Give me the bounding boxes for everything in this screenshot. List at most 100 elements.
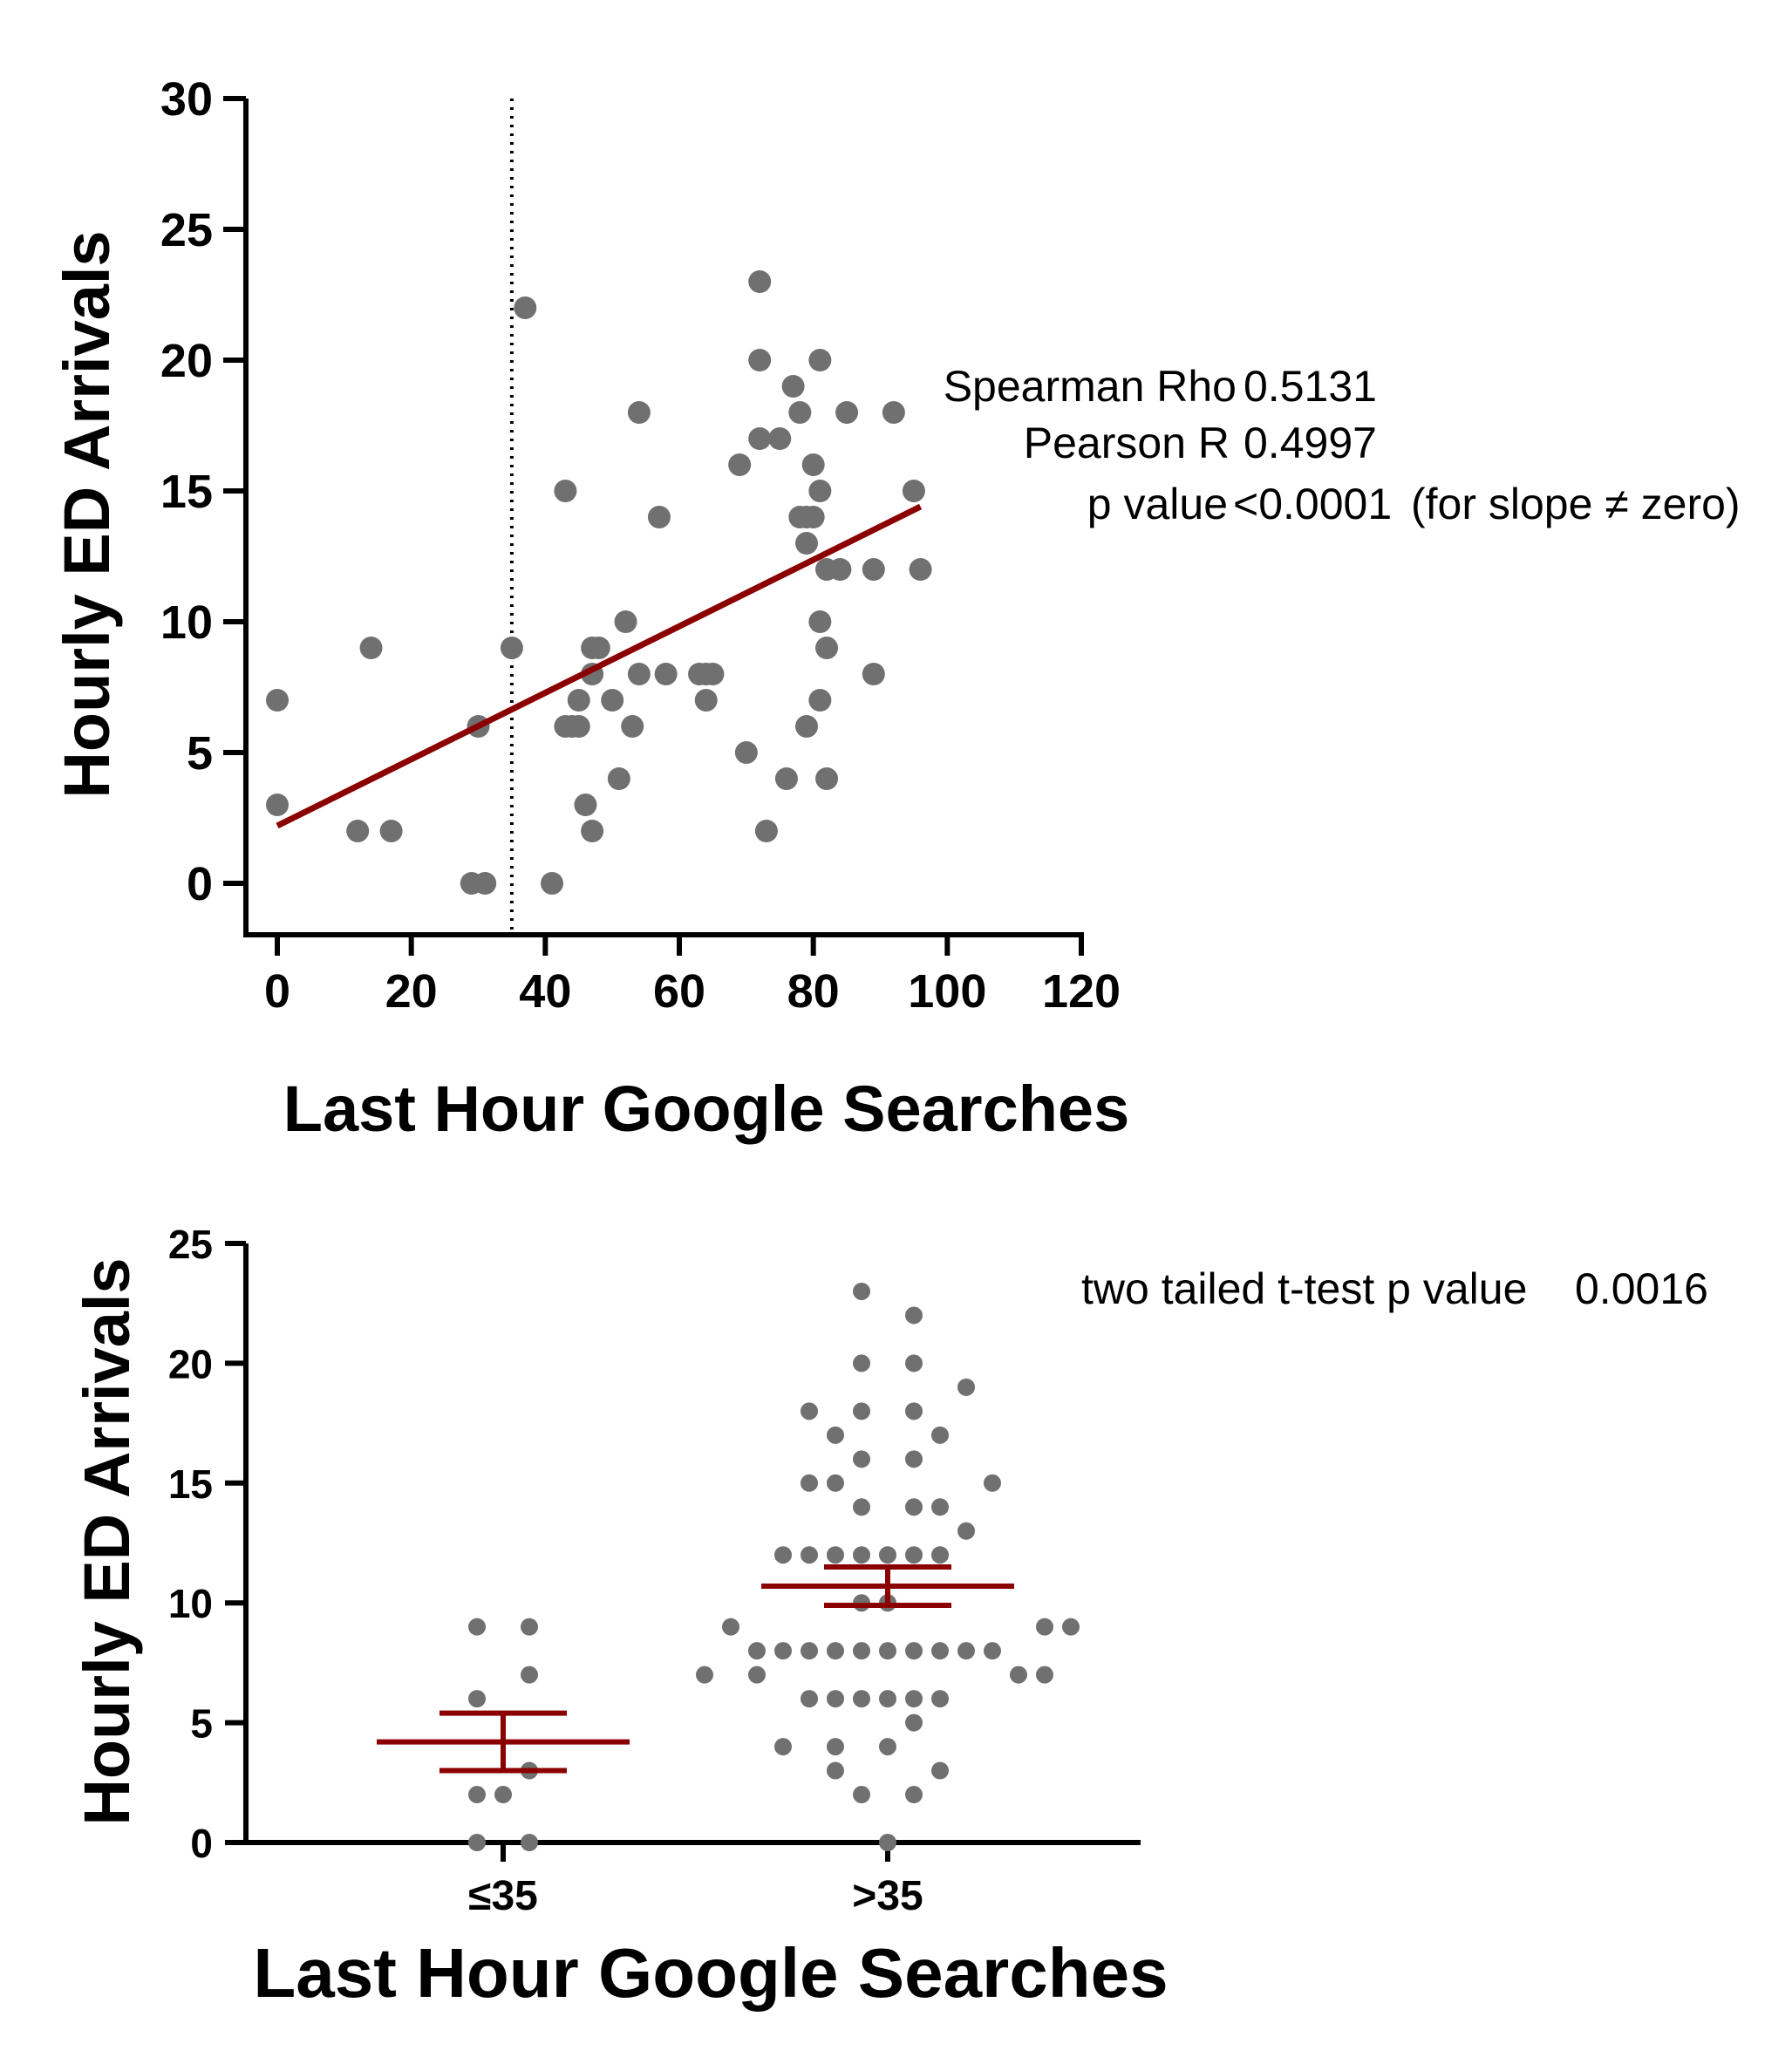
dot-point (905, 1642, 923, 1660)
scatter-point (768, 427, 792, 450)
dot-point (521, 1618, 538, 1636)
dot-point (931, 1690, 949, 1708)
dot-point (905, 1713, 923, 1732)
dot-plot-tick-labels: 0 5 10 15 20 25 ≤35 >35 (168, 1222, 923, 1919)
dot-point (468, 1786, 486, 1804)
dot-point (931, 1426, 949, 1444)
scatter-point (266, 794, 289, 816)
dot-point (853, 1498, 870, 1516)
dot-point (879, 1738, 896, 1756)
dot-point (853, 1786, 870, 1804)
scatter-point (647, 506, 671, 528)
scatter-point (808, 610, 832, 633)
pearson-label: Pearson R (1024, 419, 1230, 467)
scatter-point (801, 506, 825, 528)
scatter-chart: 0 5 10 15 20 25 30 0 20 40 60 80 100 120 Hourly ED Ar… (51, 73, 1741, 1145)
dot-point (879, 1546, 896, 1564)
scatter-point (627, 663, 651, 685)
scatter-point (728, 453, 752, 476)
dot-point (827, 1642, 844, 1660)
y-tick-label: 20 (160, 335, 213, 387)
scatter-point (346, 820, 370, 842)
dot-point (827, 1474, 844, 1492)
scatter-point (788, 401, 812, 424)
mean-sem-bars (377, 1563, 1014, 1774)
dot-point (801, 1546, 818, 1564)
scatter-point (748, 427, 772, 450)
scatter-point (359, 637, 383, 659)
dot-point (905, 1450, 923, 1468)
t-test-value: 0.0016 (1575, 1264, 1708, 1313)
dot-plot-chart: 0 5 10 15 20 25 ≤35 >35 Hourly ED Arrivals Last… (71, 1222, 1708, 2012)
scatter-point (574, 794, 597, 816)
scatter-point (909, 558, 932, 581)
scatter-point (774, 767, 798, 790)
dot-point (774, 1546, 792, 1564)
stats-annotation: Spearman Rho 0.5131 Pearson R 0.4997 p v… (944, 362, 1741, 528)
scatter-point (607, 767, 630, 790)
regression-line (276, 503, 923, 829)
dot-point (468, 1690, 486, 1708)
dot-point (774, 1738, 792, 1756)
scatter-point (654, 663, 678, 685)
y-tick-label: 0 (190, 1821, 213, 1866)
dot-point (801, 1402, 818, 1420)
dot-point (468, 1834, 486, 1851)
dot-point (853, 1402, 870, 1420)
x-tick-label: 40 (519, 965, 571, 1018)
dot-point (879, 1690, 896, 1708)
dot-point (827, 1738, 844, 1756)
p-value-note: (for slope ≠ zero) (1411, 480, 1741, 528)
y-tick-label: 15 (168, 1461, 213, 1507)
scatter-point (587, 637, 610, 659)
y-tick-label: 25 (168, 1222, 213, 1267)
dot-point (1010, 1666, 1027, 1684)
dot-point (931, 1642, 949, 1660)
dot-point (931, 1761, 949, 1780)
scatter-points (266, 270, 932, 895)
scatter-point (808, 480, 832, 502)
dot-point (1062, 1618, 1080, 1636)
y-tick-label: 10 (160, 596, 213, 649)
scatter-point (781, 375, 805, 398)
p-value-value: <0.0001 (1233, 480, 1392, 528)
scatter-point (828, 558, 852, 581)
scatter-point (748, 270, 772, 293)
scatter-point (882, 401, 905, 424)
dot-point (957, 1522, 975, 1540)
scatter-tick-labels: 0 5 10 15 20 25 30 0 20 40 60 80 100 120 (160, 73, 1121, 1018)
y-tick-label: 5 (190, 1701, 213, 1747)
scatter-point (567, 689, 590, 712)
dot-plot-x-axis-title: Last Hour Google Searches (253, 1934, 1168, 2012)
scatter-point (581, 820, 604, 842)
dot-point (905, 1690, 923, 1708)
dot-point (853, 1354, 870, 1373)
spearman-label: Spearman Rho (944, 362, 1237, 411)
dot-point (853, 1450, 870, 1468)
scatter-point (514, 296, 537, 319)
dot-point (984, 1642, 1001, 1660)
scatter-point (815, 637, 839, 659)
scatter-point (266, 689, 289, 712)
x-tick-label: >35 (852, 1873, 923, 1919)
dot-point (905, 1306, 923, 1325)
dot-point (521, 1666, 538, 1684)
y-tick-label: 20 (168, 1341, 213, 1386)
dot-point (957, 1378, 975, 1396)
dot-point (521, 1834, 538, 1851)
scatter-point (748, 349, 772, 371)
dot-point (905, 1546, 923, 1564)
scatter-point (794, 715, 818, 738)
scatter-point (567, 715, 590, 738)
dot-point (801, 1474, 818, 1492)
dot-point (905, 1402, 923, 1420)
p-value-label: p value (1087, 480, 1228, 528)
dot-point (853, 1546, 870, 1564)
y-tick-label: 30 (160, 73, 213, 126)
spearman-value: 0.5131 (1243, 362, 1377, 411)
dot-plot-axes (225, 1241, 1141, 1862)
scatter-x-axis-title: Last Hour Google Searches (283, 1073, 1130, 1145)
dot-point (774, 1642, 792, 1660)
dot-point (827, 1426, 844, 1444)
